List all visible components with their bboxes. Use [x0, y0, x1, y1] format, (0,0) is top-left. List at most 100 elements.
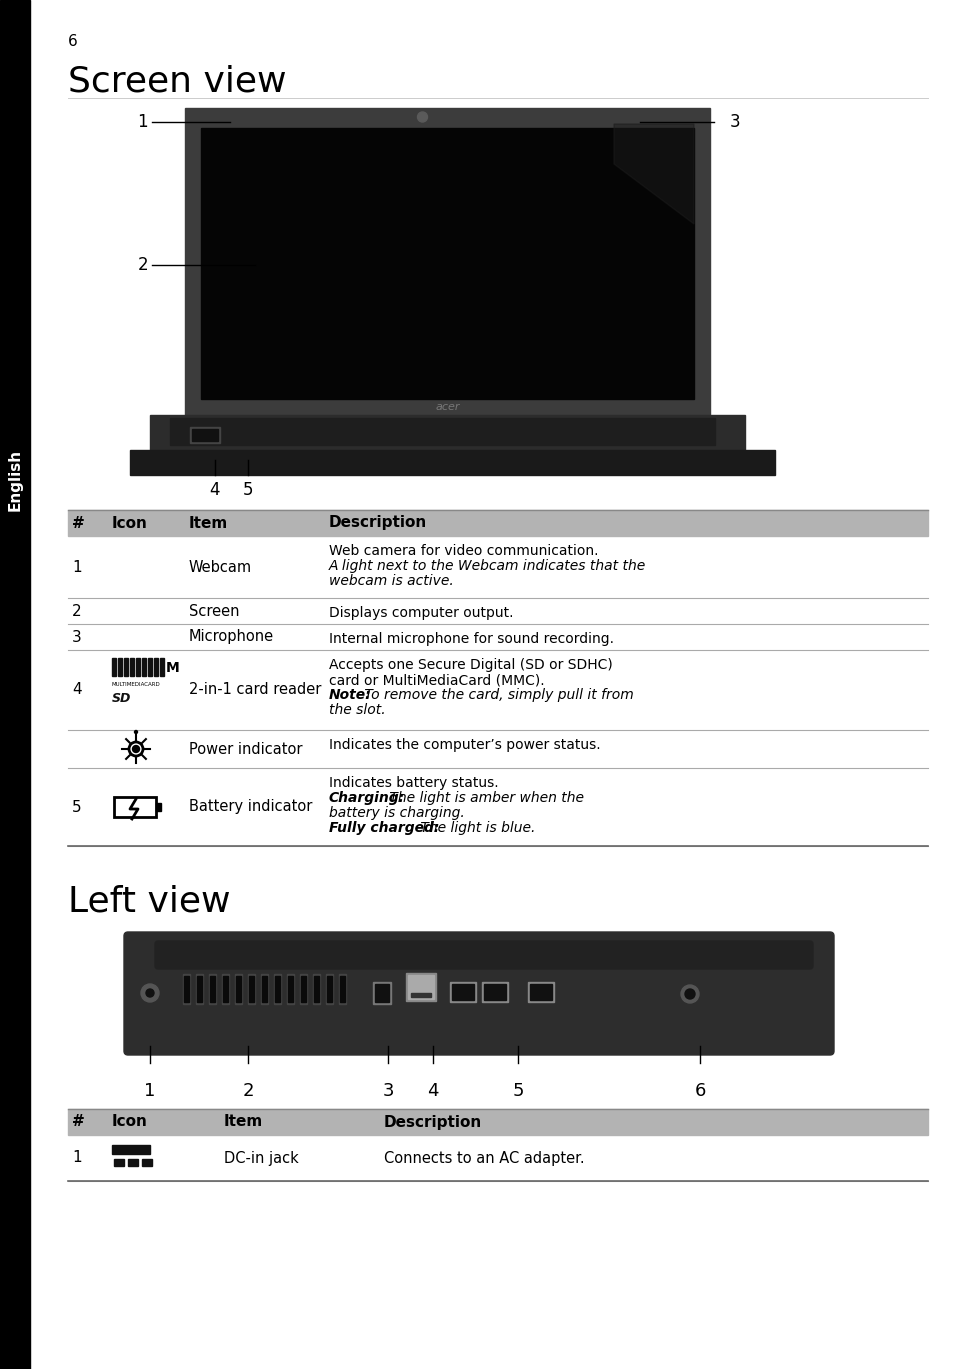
Bar [192, 428, 218, 441]
Bar [222, 973, 229, 1003]
Text: Screen: Screen [189, 604, 239, 619]
Bar [411, 993, 431, 997]
Text: Charging:: Charging: [329, 791, 405, 805]
Text: 2-in-1 card reader: 2-in-1 card reader [189, 683, 321, 697]
Bar [262, 976, 267, 1002]
Bar [223, 976, 228, 1002]
Text: Web camera for video communication.: Web camera for video communication. [329, 543, 598, 559]
Text: Battery indicator: Battery indicator [189, 799, 312, 815]
Text: Item: Item [189, 516, 228, 531]
Bar [130, 658, 133, 676]
Text: Indicates the computer’s power status.: Indicates the computer’s power status. [329, 738, 600, 752]
Text: English: English [8, 449, 23, 511]
Text: Indicates battery status.: Indicates battery status. [329, 776, 498, 790]
Text: #: # [71, 516, 85, 531]
Text: 4: 4 [427, 1082, 438, 1101]
Circle shape [134, 731, 137, 734]
Bar [118, 658, 122, 676]
Bar [235, 976, 241, 1002]
Text: 4: 4 [71, 683, 82, 697]
Bar [313, 973, 319, 1003]
Text: 3: 3 [382, 1082, 394, 1101]
Bar [210, 976, 214, 1002]
Text: 2: 2 [137, 256, 148, 274]
Bar [190, 427, 220, 444]
Text: webcam is active.: webcam is active. [329, 574, 454, 589]
Text: Microphone: Microphone [189, 630, 274, 645]
Text: 5: 5 [512, 1082, 523, 1101]
Text: The light is blue.: The light is blue. [416, 821, 535, 835]
Bar [160, 658, 164, 676]
Text: the slot.: the slot. [329, 704, 385, 717]
Bar [527, 982, 554, 1002]
Text: Power indicator: Power indicator [189, 742, 302, 757]
Bar [288, 976, 293, 1002]
Bar [183, 973, 190, 1003]
Bar [261, 973, 268, 1003]
Text: 2: 2 [71, 604, 82, 619]
Bar [130, 450, 774, 475]
Text: 3: 3 [71, 630, 82, 645]
Bar [113, 1160, 124, 1166]
Text: Icon: Icon [112, 1114, 148, 1129]
Text: acer: acer [435, 402, 459, 412]
Bar [113, 797, 156, 817]
Text: battery is charging.: battery is charging. [329, 806, 464, 820]
Circle shape [141, 984, 159, 1002]
Bar [314, 976, 318, 1002]
Circle shape [684, 988, 695, 999]
Text: 4: 4 [210, 481, 220, 498]
Bar [153, 658, 158, 676]
Text: Description: Description [384, 1114, 482, 1129]
Bar [170, 418, 714, 445]
Bar [299, 973, 307, 1003]
Text: 1: 1 [71, 560, 82, 575]
Text: #: # [71, 1114, 85, 1129]
Bar [142, 1160, 152, 1166]
Bar [184, 976, 189, 1002]
Text: Left view: Left view [68, 884, 231, 919]
Circle shape [132, 746, 139, 753]
Bar [68, 511, 927, 537]
Bar [234, 973, 242, 1003]
Bar [339, 976, 345, 1002]
Text: 5: 5 [242, 481, 253, 498]
Text: A light next to the Webcam indicates that the: A light next to the Webcam indicates tha… [329, 559, 645, 574]
Bar [248, 973, 254, 1003]
Text: 5: 5 [71, 799, 82, 815]
Text: MULTIMEDIACARD: MULTIMEDIACARD [112, 682, 161, 686]
Bar [128, 1160, 138, 1166]
Bar [408, 975, 434, 999]
Bar [201, 127, 693, 398]
Text: DC-in jack: DC-in jack [224, 1150, 298, 1165]
Bar [185, 108, 709, 415]
Bar [481, 982, 507, 1002]
Bar [136, 658, 140, 676]
Text: Displays computer output.: Displays computer output. [329, 606, 513, 620]
Bar [150, 415, 744, 450]
Text: 6: 6 [694, 1082, 705, 1101]
Text: 1: 1 [71, 1150, 82, 1165]
Text: Internal microphone for sound recording.: Internal microphone for sound recording. [329, 632, 614, 646]
Bar [338, 973, 346, 1003]
Text: card or MultiMediaCard (MMC).: card or MultiMediaCard (MMC). [329, 674, 544, 687]
Text: 2: 2 [242, 1082, 253, 1101]
Bar [483, 984, 505, 999]
Bar [530, 984, 552, 999]
Bar [112, 658, 116, 676]
Bar [375, 984, 389, 1002]
Bar [287, 973, 294, 1003]
Bar [274, 976, 280, 1002]
Text: SD: SD [112, 691, 132, 705]
Bar [0, 0, 30, 1369]
Bar [373, 982, 391, 1003]
Text: Screen view: Screen view [68, 64, 286, 99]
Text: Accepts one Secure Digital (SD or SDHC): Accepts one Secure Digital (SD or SDHC) [329, 658, 612, 672]
Text: The light is amber when the: The light is amber when the [384, 791, 583, 805]
Text: 3: 3 [729, 114, 740, 131]
Bar [142, 658, 146, 676]
Text: To remove the card, simply pull it from: To remove the card, simply pull it from [359, 689, 633, 702]
Text: Note:: Note: [329, 689, 372, 702]
Text: Icon: Icon [112, 516, 148, 531]
Bar [196, 976, 202, 1002]
